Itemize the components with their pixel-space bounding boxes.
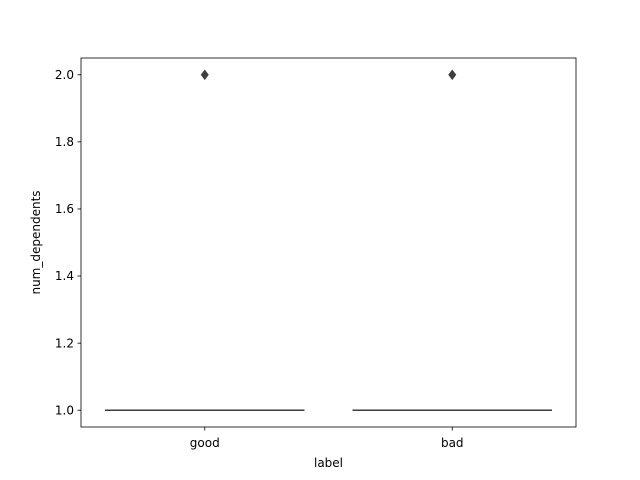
y-tick-label: 1.4 — [55, 269, 74, 283]
y-tick-label: 1.2 — [55, 336, 74, 350]
y-axis-title: num_dependents — [29, 190, 43, 294]
x-axis-ticks: good bad — [190, 427, 464, 450]
y-tick-label: 1.8 — [55, 135, 74, 149]
plot-area — [81, 58, 576, 427]
outlier-point-good — [200, 69, 209, 81]
outlier-point-bad — [448, 69, 457, 81]
plot-frame — [80, 57, 577, 428]
x-axis-title: label — [314, 456, 343, 470]
x-tick-label-good: good — [190, 436, 220, 450]
y-tick-label: 1.0 — [55, 403, 74, 417]
y-axis-ticks: 1.0 1.2 1.4 1.6 1.8 2.0 — [55, 68, 81, 417]
x-tick-label-bad: bad — [441, 436, 464, 450]
y-tick-label: 2.0 — [55, 68, 74, 82]
box-marks — [105, 69, 552, 411]
y-tick-label: 1.6 — [55, 202, 74, 216]
